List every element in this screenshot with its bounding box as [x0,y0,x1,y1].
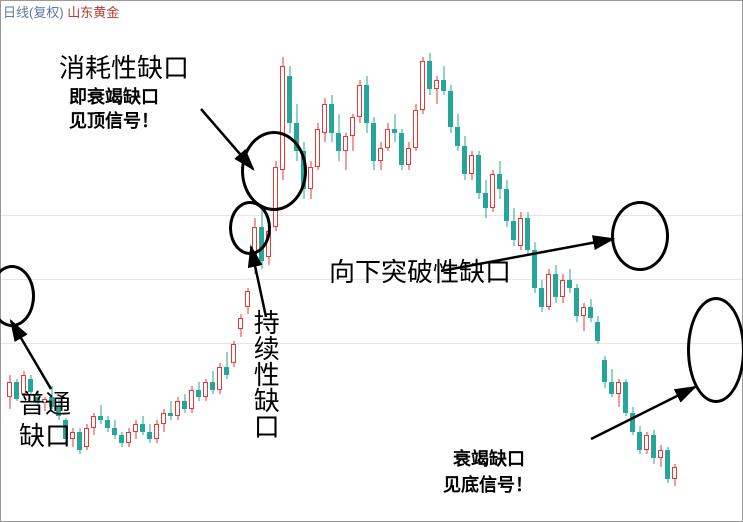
gap-marker-ellipse [687,297,743,403]
gap-marker-ellipse [611,201,669,271]
annotation-label: 见底信号！ [443,475,533,497]
annotation-label: 缺口 [19,421,71,452]
candlestick-chart: 日线(复权) 山东黄金 消耗性缺口即衰竭缺口见顶信号！ 普通缺口 持续性缺口 向下突破… [0,0,743,522]
gap-marker-ellipse [0,265,35,327]
annotation-label: 持续性缺口 [249,309,280,439]
annotation-label: 衰竭缺口 [453,449,525,471]
chart-header: 日线(复权) 山东黄金 [3,2,119,21]
stock-name: 山东黄金 [67,5,119,20]
annotation-label: 向下突破性缺口 [329,257,511,288]
grid-line [1,343,742,344]
annotation-label: 见顶信号！ [69,111,159,133]
annotation-label: 普通 [19,389,71,420]
gap-marker-ellipse [241,131,307,211]
annotation-label: 即衰竭缺口 [69,87,159,109]
annotation-label: 消耗性缺口 [59,53,189,84]
timeframe-label: 日线(复权) [3,5,64,20]
annotation-arrow [591,387,695,439]
